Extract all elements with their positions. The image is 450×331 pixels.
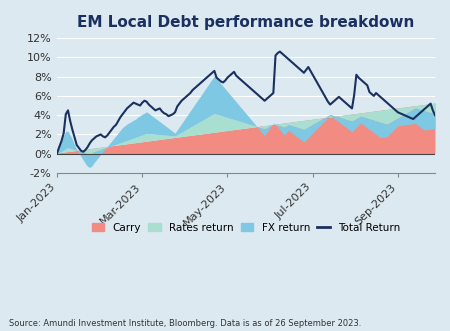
Text: Source: Amundi Investment Institute, Bloomberg. Data is as of 26 September 2023.: Source: Amundi Investment Institute, Blo…	[9, 319, 361, 328]
Legend: Carry, Rates return, FX return, Total Return: Carry, Rates return, FX return, Total Re…	[87, 219, 405, 237]
Title: EM Local Debt performance breakdown: EM Local Debt performance breakdown	[77, 15, 415, 30]
